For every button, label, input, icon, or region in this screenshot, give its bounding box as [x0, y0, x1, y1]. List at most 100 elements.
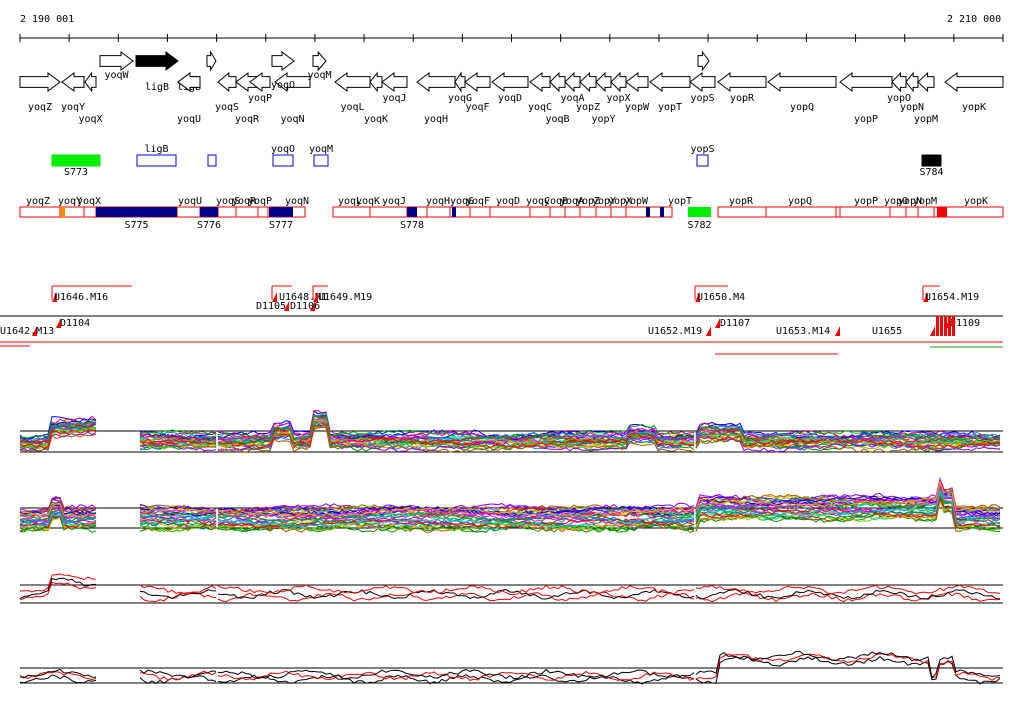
probe-cluster	[936, 316, 939, 336]
annotation-label: yopT	[668, 196, 692, 207]
probe-label: D1109	[950, 318, 980, 329]
probe-marker	[715, 318, 720, 328]
gene-label: yoqX	[78, 114, 102, 125]
gene-yoqP: yoqP	[248, 72, 272, 104]
gene-arrow	[717, 72, 767, 92]
expression-line	[695, 480, 1001, 514]
gene-arrow	[839, 72, 893, 92]
feature-box	[136, 154, 177, 167]
feature-label: S773	[64, 167, 88, 178]
gene-yoqC: yoqC	[528, 72, 552, 113]
gene-arrow	[549, 71, 566, 93]
annotation-label: yopX	[608, 196, 632, 207]
gene-arrow	[274, 72, 311, 92]
feature-ligB: ligB	[136, 144, 177, 167]
probe-D1106: D1106	[290, 301, 320, 312]
annotation-label: yoqX	[77, 196, 101, 207]
annotation-segment	[905, 206, 919, 218]
expression-line	[139, 507, 217, 514]
expression-line	[139, 438, 217, 445]
expression-line	[19, 512, 97, 527]
gene-yopN: yopN	[900, 71, 924, 113]
gene-arrow	[19, 72, 61, 92]
probe-marker	[310, 301, 315, 311]
feature-label: S784	[919, 167, 943, 178]
feature-label: yoqO	[271, 144, 295, 155]
probe-marker	[284, 301, 289, 311]
probe-D1104: D1104	[56, 318, 90, 329]
expression-line	[695, 433, 1001, 448]
expression-line	[139, 440, 217, 450]
gene-arrow	[464, 72, 491, 92]
feature-box	[313, 154, 329, 167]
annotation-block	[407, 207, 417, 217]
gene-yoqY: yoqY	[61, 72, 85, 113]
annotation-segment	[765, 206, 837, 218]
gene-arrow	[944, 72, 1004, 92]
probe-label: U1649.M19	[318, 292, 372, 303]
gene-arrow	[334, 72, 371, 92]
gene-label: yoqZ	[28, 102, 52, 113]
annotation-green-block	[688, 207, 711, 217]
annotation-label: yopW	[624, 196, 649, 207]
annotation-label: yoqD	[496, 196, 520, 207]
expression-line	[19, 511, 97, 524]
gene-label: yopX	[606, 93, 630, 104]
expression-line	[217, 419, 695, 450]
expression-line	[139, 589, 217, 600]
gene-yoqK: yoqK	[364, 71, 388, 125]
annotation-marker	[60, 207, 65, 217]
gene-label: yoqD	[498, 93, 522, 104]
expression-line	[217, 522, 695, 533]
start-coordinate: 2 190 001	[20, 14, 74, 25]
probe-label: U1654.M19	[925, 292, 979, 303]
annotation-segment	[332, 206, 371, 218]
feature-label: ligB	[144, 144, 168, 155]
gene-yopY: yopY	[591, 71, 616, 125]
expression-line	[139, 509, 217, 515]
expression-line	[217, 668, 695, 680]
expression-line	[218, 508, 695, 520]
annotation-marker	[646, 207, 650, 217]
expression-line	[19, 420, 97, 439]
probe-cluster	[944, 316, 947, 336]
expression-line	[217, 413, 695, 440]
expression-line	[695, 425, 1001, 443]
gene-label: yoqU	[177, 114, 201, 125]
gene-yoqZ: yoqZ	[19, 72, 61, 113]
expression-line	[217, 588, 695, 600]
probe-label: U1642.M13	[0, 326, 54, 337]
annotation-segment	[933, 206, 1004, 218]
gene-label: ligB	[145, 82, 169, 93]
expression-line	[139, 506, 217, 513]
expression-line	[217, 521, 695, 532]
annotation-marker	[660, 207, 664, 217]
annotation-segment	[610, 206, 627, 218]
expression-line	[19, 503, 97, 518]
annotation-label: yopK	[964, 196, 988, 207]
annotation-segment	[257, 206, 269, 218]
gene-arrow	[564, 71, 581, 93]
annotation-segment	[595, 206, 612, 218]
gene-label: yopW	[625, 102, 650, 113]
gene-label: yoqL	[340, 102, 364, 113]
expression-line	[19, 431, 97, 453]
annotation-marker	[452, 207, 456, 217]
annotation-block	[96, 207, 177, 217]
gene-arrow	[767, 72, 837, 92]
expression-line	[217, 591, 695, 603]
expression-line	[218, 502, 695, 513]
expression-line	[695, 426, 1001, 441]
gene-label: yoqG	[448, 93, 472, 104]
gene-yoqO: yoqO	[271, 80, 295, 91]
gene-arrow	[697, 50, 710, 72]
feature-box	[51, 154, 101, 167]
annotation-label: yoqS	[216, 196, 240, 207]
annotation-segment	[717, 206, 767, 218]
annotation-label: yoqA	[560, 196, 584, 207]
gene-yoqB: yoqB	[545, 71, 570, 125]
gene-yoqF: yoqF	[464, 72, 491, 113]
gene-arrow	[416, 72, 456, 92]
gene-yoqJ: yoqJ	[381, 72, 408, 104]
